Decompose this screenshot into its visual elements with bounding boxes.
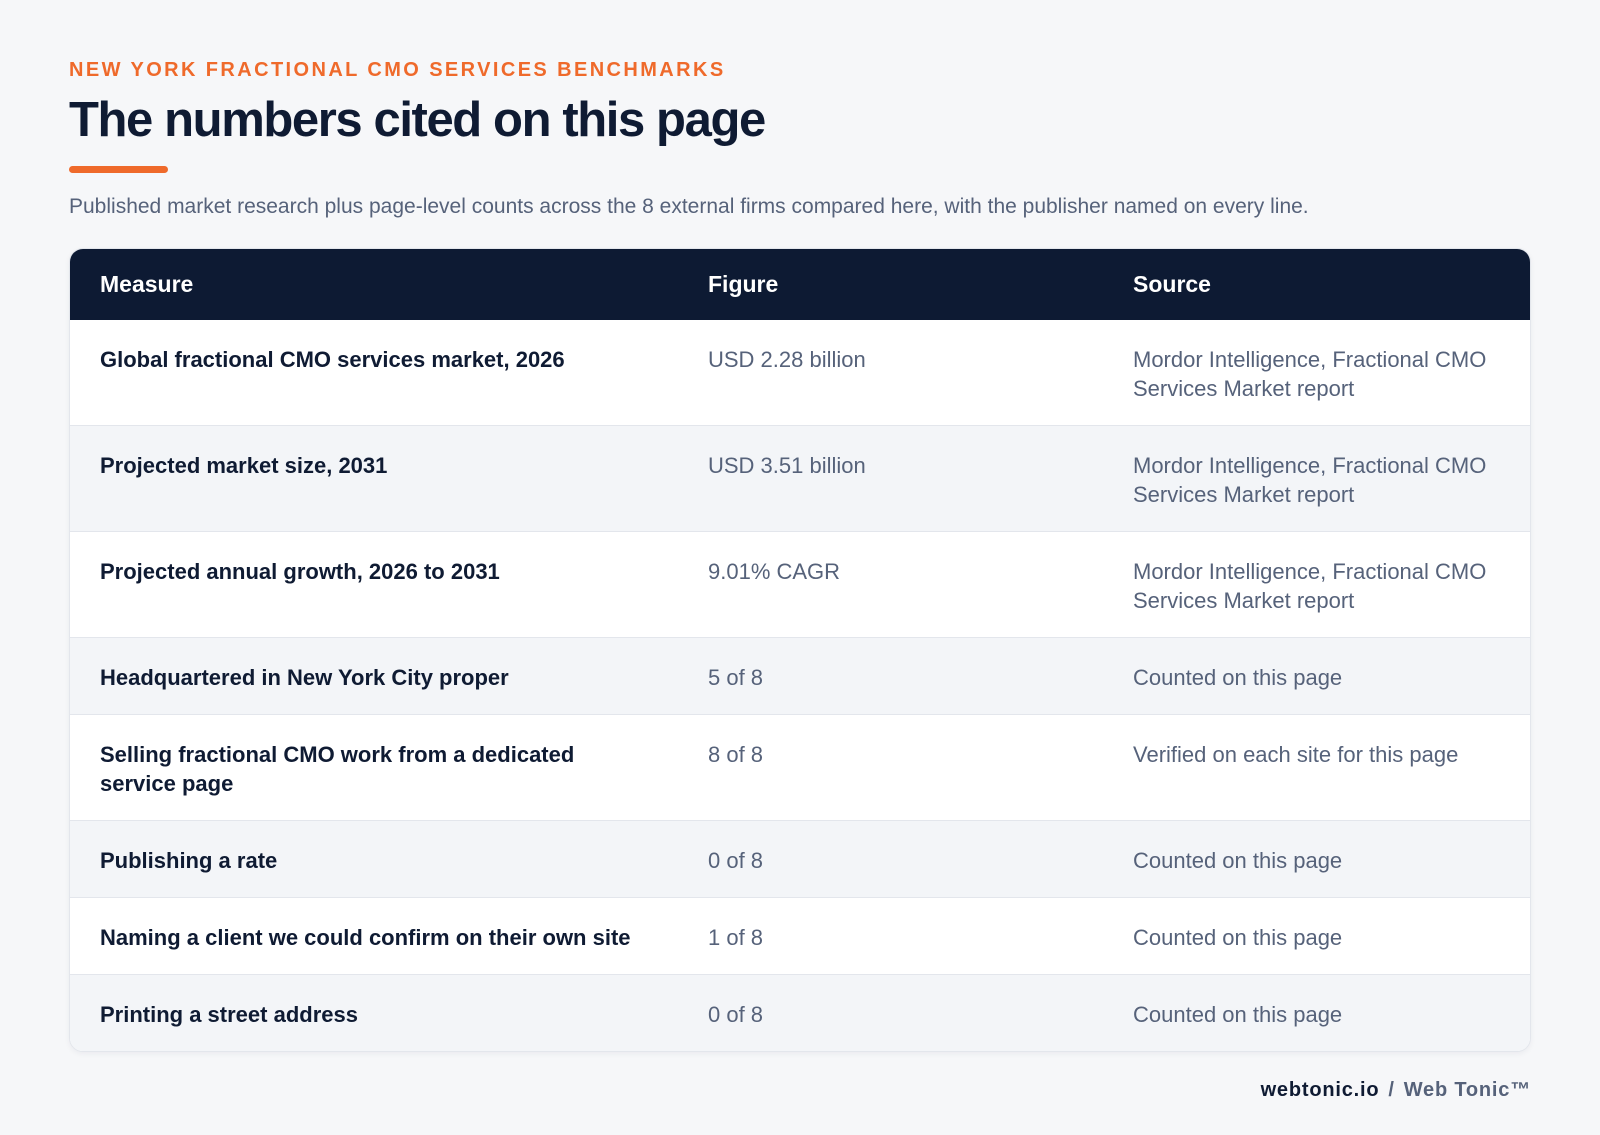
source-cell: Counted on this page [1103,897,1530,975]
table-row: Selling fractional CMO work from a dedic… [70,714,1530,821]
footer-domain-link[interactable]: webtonic.io [1260,1079,1380,1101]
table-row: Headquartered in New York City proper 5 … [70,637,1530,715]
source-cell: Mordor Intelligence, Fractional CMO Serv… [1103,425,1530,532]
page-title: The numbers cited on this page [69,93,766,147]
figure-cell: 0 of 8 [678,820,1103,898]
figure-cell: 1 of 8 [678,897,1103,975]
table-row: Global fractional CMO services market, 2… [70,320,1530,426]
source-cell: Counted on this page [1103,637,1530,715]
measure-cell: Naming a client we could confirm on thei… [70,897,678,975]
figure-cell: USD 2.28 billion [708,347,866,372]
source-cell: Mordor Intelligence, Fractional CMO Serv… [1103,531,1530,638]
figure-cell: 9.01% CAGR [678,531,1103,638]
column-header-measure: Measure [100,271,194,297]
measure-cell: Selling fractional CMO work from a dedic… [70,714,678,821]
source-cell: Verified on each site for this page [1103,714,1530,821]
footer-brand: Web Tonic™ [1403,1079,1531,1101]
source-cell: Counted on this page [1103,820,1530,898]
footer-separator: / [1388,1079,1395,1101]
figure-cell: USD 3.51 billion [678,425,1103,532]
measure-cell: Projected annual growth, 2026 to 2031 [70,531,678,638]
source-cell: Counted on this page [1103,974,1530,1051]
source-cell: Mordor Intelligence, Fractional CMO Serv… [1133,347,1487,401]
measure-cell: Publishing a rate [70,820,678,898]
table-row: Projected market size, 2031 USD 3.51 bil… [70,425,1530,532]
measure-cell: Printing a street address [70,974,678,1051]
eyebrow-label: NEW YORK FRACTIONAL CMO SERVICES BENCHMA… [69,59,726,81]
measure-cell: Global fractional CMO services market, 2… [100,347,565,372]
table-row: Publishing a rate 0 of 8 Counted on this… [70,820,1530,898]
measure-cell: Headquartered in New York City proper [70,637,678,715]
figure-cell: 5 of 8 [678,637,1103,715]
title-accent-bar [69,166,168,173]
column-header-figure: Figure [708,271,779,297]
footer-credit: webtonic.io / Web Tonic™ [1261,1079,1531,1102]
table-row: Printing a street address 0 of 8 Counted… [70,974,1530,1051]
figure-cell: 8 of 8 [678,714,1103,821]
page-subtitle: Published market research plus page-leve… [69,195,1309,218]
measure-cell: Projected market size, 2031 [70,425,678,532]
column-header-source: Source [1133,271,1211,297]
table-header-row: Measure Figure Source [70,249,1530,320]
benchmarks-table-card: Measure Figure Source Global fractional … [69,248,1531,1052]
table-header: Measure Figure Source [70,249,1530,320]
table-row: Naming a client we could confirm on thei… [70,897,1530,975]
table-body: Global fractional CMO services market, 2… [70,320,1530,1051]
figure-cell: 0 of 8 [678,974,1103,1051]
table-row: Projected annual growth, 2026 to 2031 9.… [70,531,1530,638]
benchmarks-table: Measure Figure Source Global fractional … [70,249,1530,1051]
